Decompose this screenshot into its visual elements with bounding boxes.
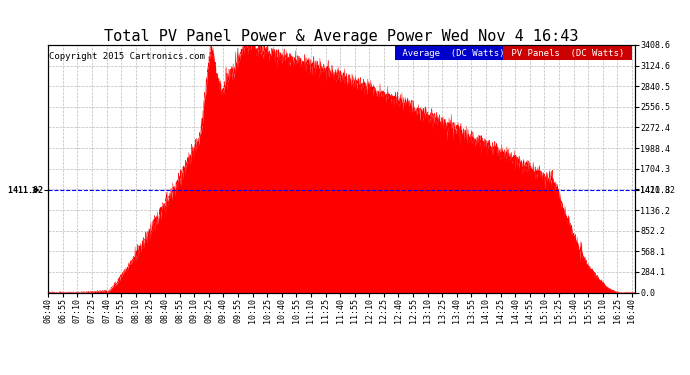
Text: Copyright 2015 Cartronics.com: Copyright 2015 Cartronics.com [50,53,206,62]
Text: PV Panels  (DC Watts): PV Panels (DC Watts) [506,49,629,58]
Text: Average  (DC Watts): Average (DC Watts) [397,49,510,58]
Title: Total PV Panel Power & Average Power Wed Nov 4 16:43: Total PV Panel Power & Average Power Wed… [104,29,579,44]
